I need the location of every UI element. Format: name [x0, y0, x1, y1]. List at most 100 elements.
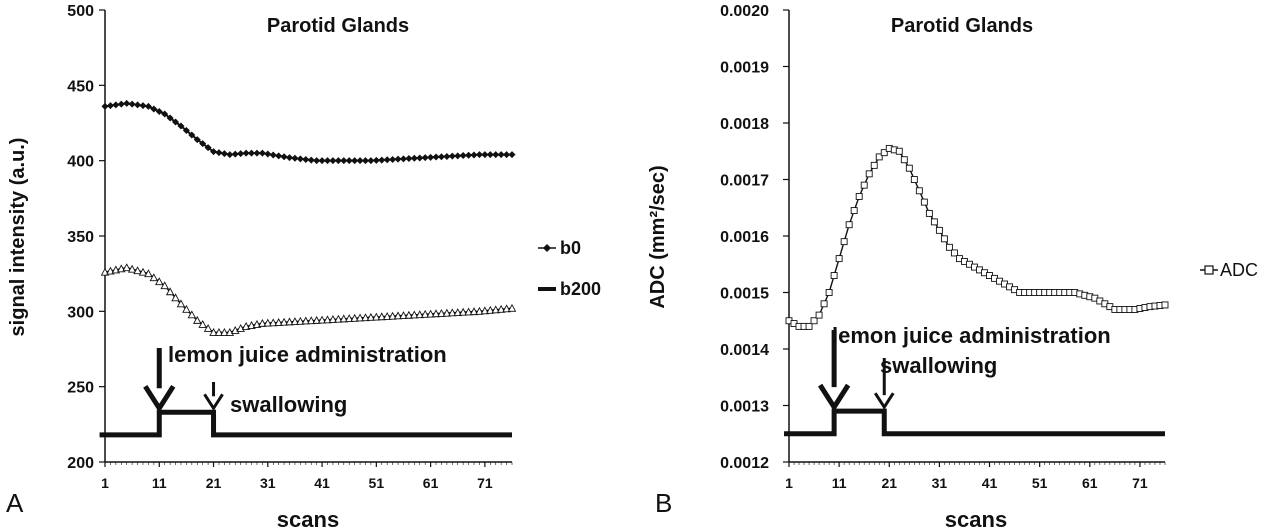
chart-b-ytick-label: 0.0018 [720, 116, 769, 133]
chart-b-point-ADC [825, 289, 833, 296]
chart-a-point-b200 [502, 304, 511, 313]
chart-a-point-b0 [486, 151, 494, 159]
chart-a-point-b0 [437, 153, 445, 161]
chart-a: Parotid Glands signal intensity (a.u.) s… [6, 3, 601, 529]
chart-a-point-b200 [431, 309, 441, 318]
chart-b-point-ADC [840, 238, 848, 246]
chart-a-point-b0 [106, 102, 114, 110]
chart-b-legend: ADC [1200, 260, 1258, 280]
chart-b-point-ADC [845, 221, 853, 229]
chart-a-point-b0 [443, 152, 451, 160]
chart-a-point-b200 [296, 316, 305, 325]
chart-b-arrow-swallowing-head [873, 392, 895, 410]
chart-a-point-b200 [437, 308, 446, 317]
chart-a-point-b0 [253, 149, 261, 157]
chart-a-point-b200 [306, 316, 316, 325]
chart-b-point-ADC [870, 161, 878, 169]
chart-b-annotation-swallowing: swallowing [880, 353, 997, 378]
chart-a-point-b200 [182, 304, 191, 313]
chart-a-point-b0 [210, 148, 218, 156]
chart-a-point-b0 [454, 152, 462, 160]
chart-a-point-b0 [204, 144, 212, 152]
chart-a-point-b0 [199, 140, 207, 148]
chart-a-point-b0 [269, 151, 277, 159]
chart-a-point-b0 [215, 149, 223, 157]
chart-b-point-ADC [875, 153, 883, 161]
chart-a-point-b200 [285, 317, 294, 326]
chart-a-point-b0 [275, 152, 283, 160]
chart-a-ytick-label: 350 [67, 229, 94, 246]
chart-a-point-b0 [291, 154, 299, 162]
chart-a-point-b200 [420, 309, 430, 318]
chart-a-point-b0 [394, 155, 402, 163]
chart-a-point-b0 [361, 157, 369, 165]
chart-a-point-b0 [248, 149, 256, 157]
chart-a-point-b200 [366, 312, 376, 321]
chart-a-point-b0 [465, 151, 473, 159]
chart-a-point-b200 [138, 267, 148, 276]
chart-a-point-b200 [382, 312, 392, 320]
chart-a-point-b200 [496, 304, 506, 313]
chart-a-point-b0 [101, 102, 109, 110]
chart-a-ytick-label: 200 [67, 455, 94, 472]
chart-a-point-b0 [329, 157, 337, 165]
chart-a-point-b200 [187, 310, 197, 319]
chart-a-point-b200 [241, 321, 251, 330]
chart-a-point-b200 [279, 317, 289, 326]
chart-a-point-b0 [237, 150, 245, 158]
chart-b-xtick-label: 11 [832, 475, 847, 491]
chart-a-point-b200 [410, 310, 419, 319]
chart-a-ytick-label: 300 [67, 304, 94, 321]
chart-a-point-b0 [503, 151, 511, 159]
chart-a-point-b0 [340, 157, 348, 165]
chart-a-point-b0 [497, 151, 505, 159]
chart-b-xtick-label: 71 [1132, 475, 1148, 491]
chart-a-point-b200 [263, 318, 273, 327]
chart-b-ytick-label: 0.0012 [720, 455, 769, 472]
chart-a-point-b0 [220, 150, 228, 158]
legend-b0-marker [543, 244, 551, 252]
chart-a-point-b0 [161, 110, 169, 118]
chart-a-point-b0 [302, 155, 310, 163]
chart-a-point-b0 [128, 100, 136, 108]
chart-a-xtick-label: 31 [260, 475, 276, 491]
chart-a-annotation-lemon: lemon juice administration [168, 342, 447, 367]
chart-a-point-b0 [448, 152, 456, 160]
chart-a-point-b200 [355, 313, 365, 322]
chart-a-point-b200 [317, 315, 327, 324]
chart-a-point-b0 [177, 122, 185, 130]
chart-a-point-b200 [486, 305, 495, 314]
chart-a-point-b0 [193, 136, 201, 144]
legend-adc-label: ADC [1220, 260, 1258, 280]
chart-a-point-b0 [389, 155, 397, 163]
chart-b-ytick-label: 0.0016 [720, 229, 769, 246]
chart-a-point-b0 [144, 102, 152, 110]
chart-a-point-b0 [470, 151, 478, 159]
chart-a-point-b200 [475, 306, 484, 315]
chart-a-point-b200 [258, 318, 267, 327]
chart-a-point-b0 [399, 155, 407, 163]
chart-a-point-b0 [475, 151, 483, 159]
chart-b-ytick-label: 0.0017 [720, 173, 769, 190]
chart-a-xtick-label: 11 [152, 475, 167, 491]
chart-a-point-b0 [286, 154, 294, 162]
chart-b: Parotid Glands ADC (mm²/sec) scans B ADC… [647, 3, 1258, 529]
chart-a-point-b0 [383, 156, 391, 164]
chart-a-point-b200 [469, 307, 479, 316]
chart-a-point-b0 [405, 155, 413, 163]
chart-a-ytick-label: 250 [67, 380, 94, 397]
chart-b-point-ADC [895, 147, 903, 155]
chart-b-stimulus-line [783, 408, 1165, 437]
chart-a-point-b200 [268, 318, 278, 327]
chart-a-point-b0 [139, 102, 147, 110]
chart-a-point-b200 [198, 319, 207, 328]
chart-b-title: Parotid Glands [891, 15, 1033, 37]
chart-a-point-b200 [122, 263, 131, 272]
chart-b-ytick-label: 0.0015 [720, 286, 769, 303]
chart-a-point-b200 [448, 308, 457, 317]
chart-a-point-b200 [165, 287, 175, 296]
chart-a-point-b200 [203, 323, 213, 332]
chart-a-point-b0 [123, 99, 131, 107]
chart-a-point-b0 [166, 114, 174, 122]
